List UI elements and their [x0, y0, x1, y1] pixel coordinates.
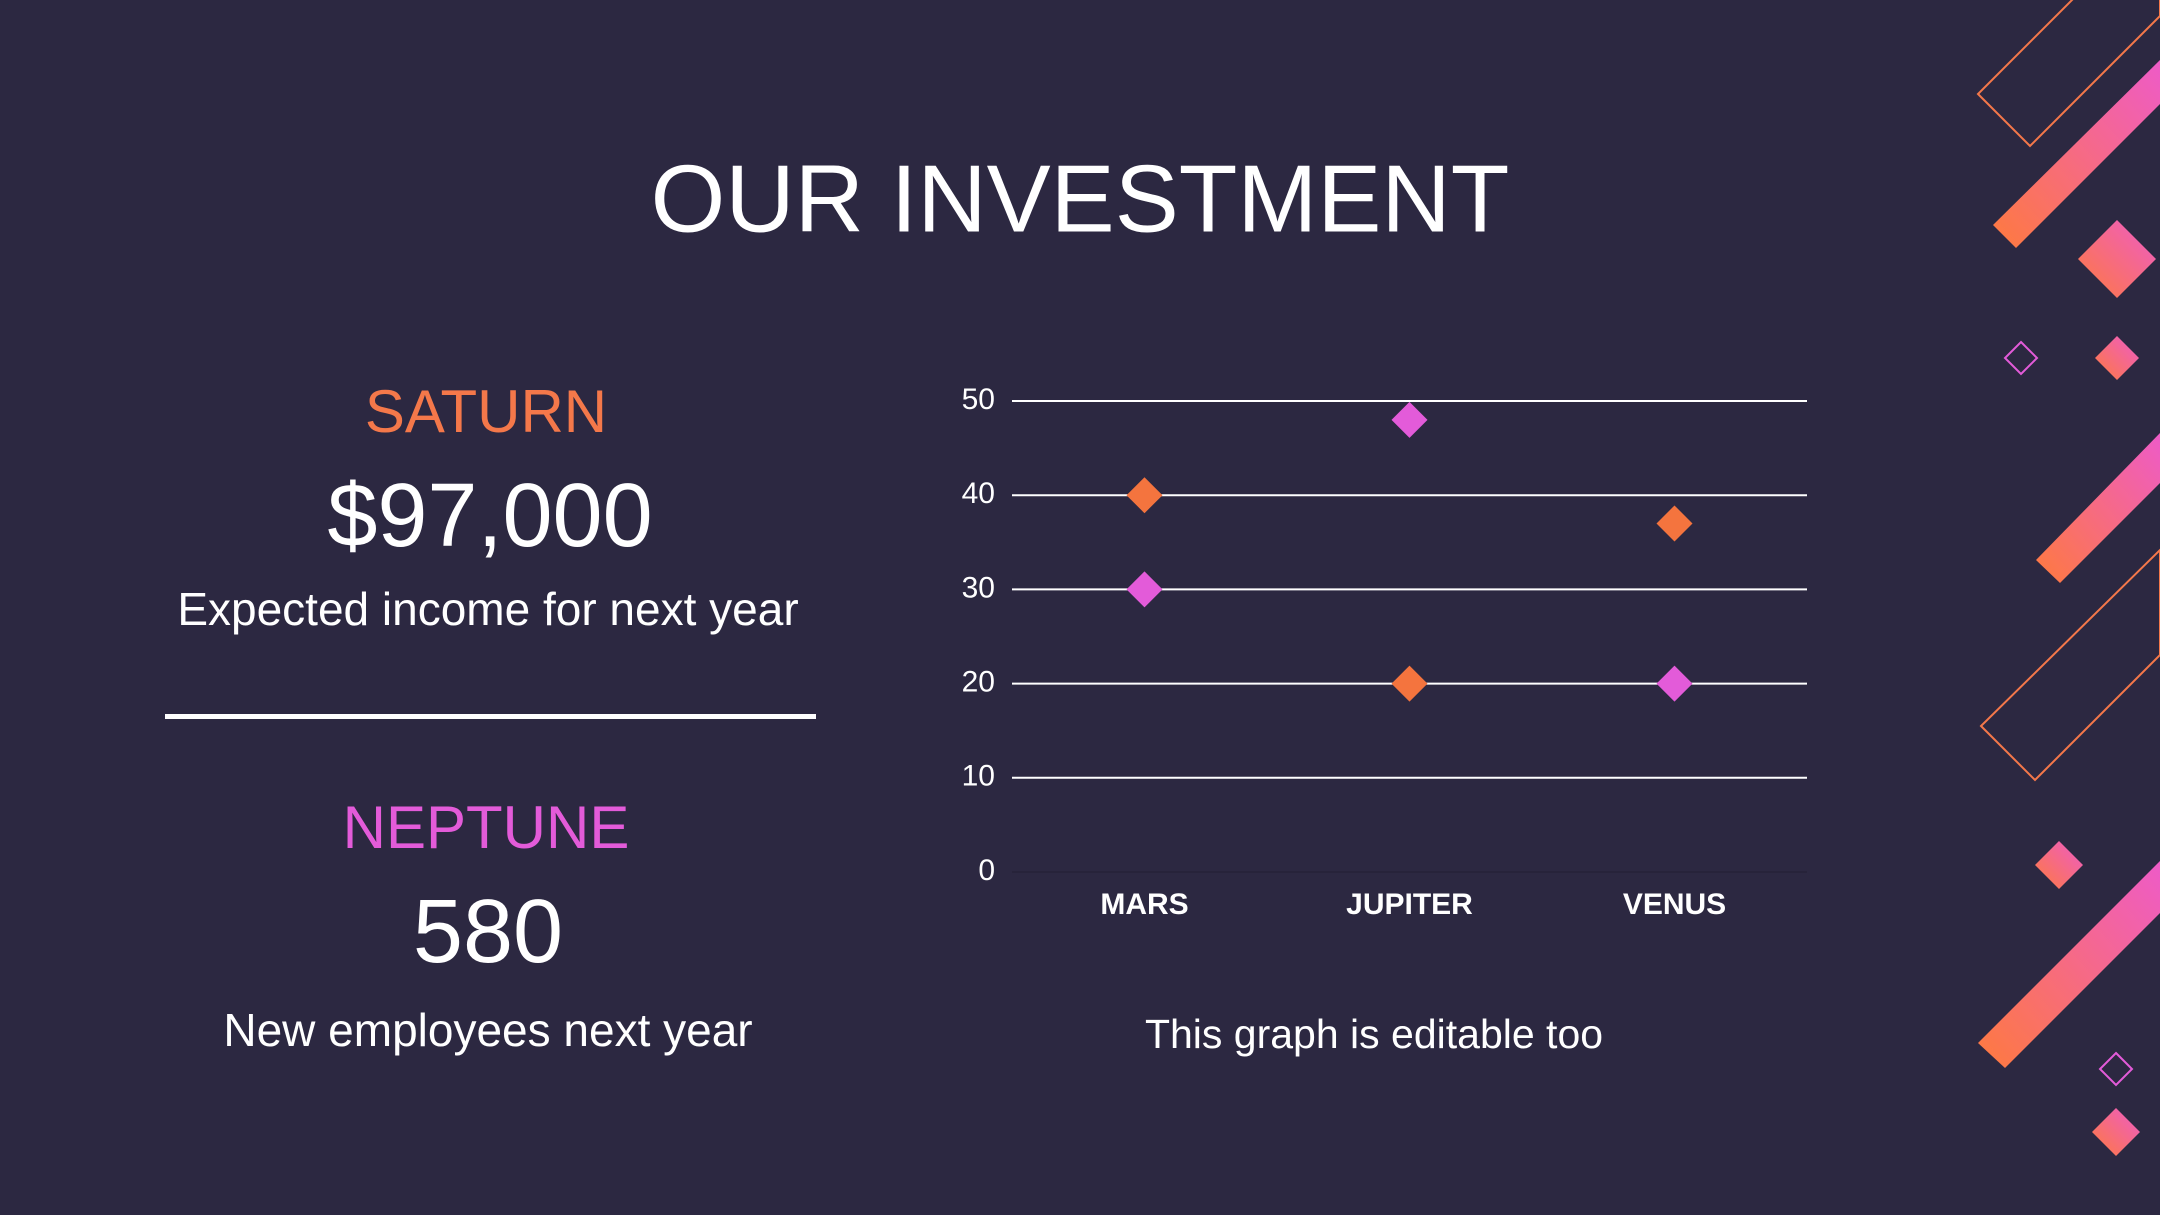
x-tick-label: VENUS [1623, 888, 1726, 921]
stat-label: NEPTUNE [343, 794, 630, 861]
x-tick-label: JUPITER [1346, 888, 1473, 921]
chart-caption: This graph is editable too [1145, 1011, 1603, 1057]
stat-description: New employees next year [223, 1004, 752, 1056]
y-tick-label: 0 [978, 854, 995, 887]
y-tick-label: 50 [962, 383, 995, 416]
stat-label: SATURN [365, 378, 607, 445]
divider [165, 714, 816, 719]
y-tick-label: 10 [962, 760, 995, 793]
marker [1126, 477, 1163, 514]
marker [1391, 665, 1428, 702]
y-tick-label: 30 [962, 571, 995, 604]
stat-value: $97,000 [327, 466, 652, 566]
marker [1656, 665, 1693, 702]
stat-description: Expected income for next year [177, 583, 798, 635]
marker [1656, 505, 1693, 542]
y-tick-label: 40 [962, 477, 995, 510]
x-tick-label: MARS [1100, 888, 1188, 921]
marker [1126, 571, 1163, 608]
y-tick-label: 20 [962, 666, 995, 699]
stat-value: 580 [413, 882, 563, 982]
chart: 0 10 20 30 40 50 MARS JUPITER VENUS [962, 383, 1807, 921]
marker [1391, 401, 1428, 438]
slide-title: OUR INVESTMENT [651, 145, 1510, 252]
decoration [1976, 0, 2160, 1156]
